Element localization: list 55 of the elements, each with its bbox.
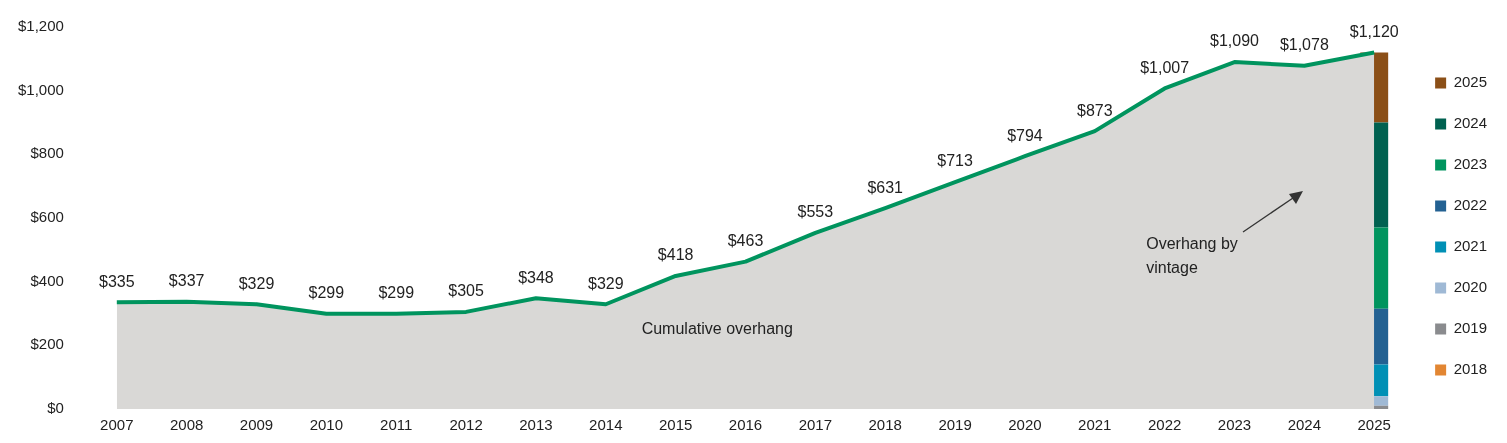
x-tick-label: 2011 [380, 416, 413, 434]
legend-label: 2023 [1453, 155, 1488, 173]
data-label: $305 [448, 282, 484, 300]
data-label: $329 [238, 274, 275, 292]
y-tick-label: $200 [30, 335, 64, 353]
x-tick-label: 2025 [1357, 416, 1391, 434]
x-tick-label: 2024 [1287, 416, 1322, 434]
data-label: $335 [99, 272, 135, 290]
x-tick-label: 2022 [1147, 416, 1182, 434]
y-tick-label: $1,000 [17, 80, 64, 98]
y-tick-label: $1,200 [17, 17, 64, 35]
annotation: Overhang by vintage [1146, 235, 1238, 277]
data-label: $873 [1076, 101, 1113, 119]
x-tick-label: 2017 [798, 416, 833, 434]
x-tick-label: 2013 [519, 416, 553, 434]
data-label: $1,078 [1279, 36, 1329, 54]
data-label: $631 [867, 178, 904, 196]
x-tick-label: 2019 [938, 416, 972, 434]
data-label: $337 [168, 272, 205, 290]
data-label: $553 [797, 203, 834, 221]
data-label: $418 [657, 246, 694, 264]
data-label: $299 [308, 284, 345, 302]
data-label: $329 [588, 274, 624, 292]
data-label: $299 [378, 284, 415, 302]
x-tick-label: 2016 [728, 416, 763, 434]
x-tick-label: 2014 [589, 416, 623, 434]
data-label: $713 [937, 152, 973, 170]
x-tick-label: 2010 [309, 416, 344, 434]
y-tick-label: $400 [30, 271, 64, 289]
data-label: $1,090 [1210, 32, 1260, 50]
legend-label: 2018 [1453, 360, 1488, 378]
legend-label: 2019 [1453, 319, 1488, 337]
legend-label: 2025 [1453, 73, 1488, 91]
data-label: $1,120 [1349, 22, 1399, 40]
y-tick-label: $0 [47, 399, 64, 417]
x-tick-label: 2009 [239, 416, 274, 434]
y-tick-label: $800 [30, 144, 64, 162]
x-tick-label: 2012 [449, 416, 483, 434]
x-tick-label: 2015 [658, 416, 693, 434]
data-label: $348 [518, 268, 554, 286]
x-tick-label: 2007 [100, 416, 134, 434]
legend-label: 2024 [1453, 114, 1488, 132]
legend-label: 2021 [1453, 237, 1488, 255]
y-tick-label: $600 [30, 208, 64, 226]
legend-label: 2020 [1453, 278, 1488, 296]
x-tick-label: 2023 [1217, 416, 1252, 434]
data-label: $463 [727, 232, 764, 250]
annotation: Cumulative overhang [641, 319, 793, 337]
legend-label: 2022 [1453, 196, 1488, 214]
data-label: $1,007 [1140, 58, 1190, 76]
x-tick-label: 2018 [868, 416, 902, 434]
x-tick-label: 2008 [169, 416, 204, 434]
data-label: $794 [1007, 126, 1043, 144]
x-tick-label: 2020 [1008, 416, 1042, 434]
x-tick-label: 2021 [1078, 416, 1112, 434]
